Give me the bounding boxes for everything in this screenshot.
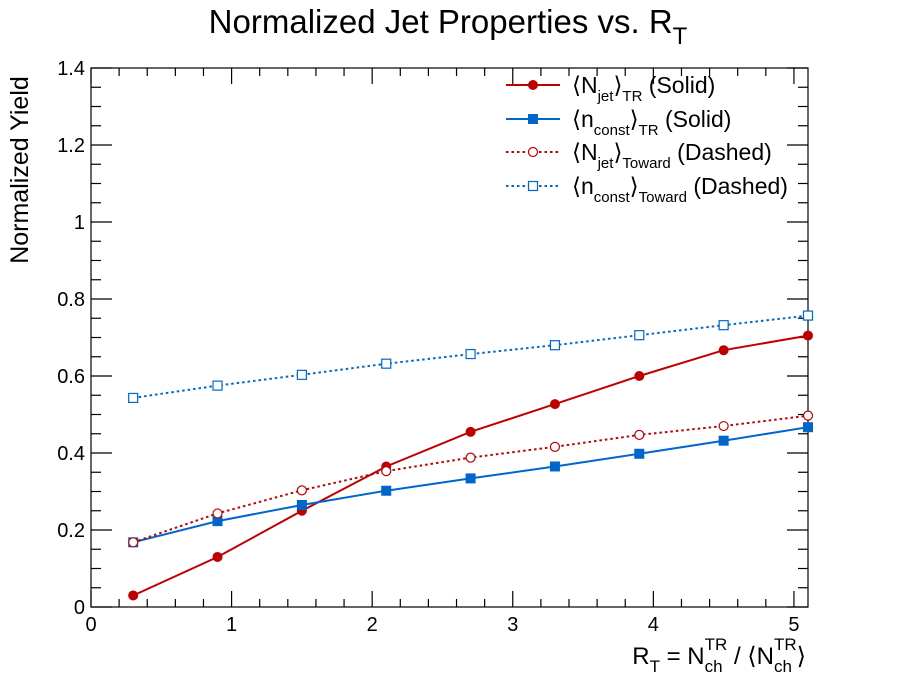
data-point xyxy=(549,441,561,452)
x-tick-label: 4 xyxy=(648,614,659,636)
chart-title: Normalized Jet Properties vs. RT xyxy=(209,3,688,50)
data-point xyxy=(803,422,813,433)
data-point xyxy=(212,508,223,519)
data-point xyxy=(634,448,645,459)
legend-label: ⟨nconst⟩Toward (Dashed) xyxy=(572,173,788,206)
series-4 xyxy=(128,310,814,404)
data-point xyxy=(802,310,814,321)
data-point xyxy=(128,590,139,601)
data-point xyxy=(465,473,476,484)
data-point xyxy=(803,330,813,341)
y-tick-label: 1 xyxy=(74,212,85,234)
series-3 xyxy=(128,410,814,548)
data-point xyxy=(381,465,392,477)
data-point xyxy=(718,420,729,432)
legend-marker xyxy=(528,80,538,90)
legend-marker xyxy=(527,180,539,192)
x-tick-label: 0 xyxy=(85,614,96,636)
y-tick-label: 0.8 xyxy=(57,289,85,311)
plot-series xyxy=(128,310,814,601)
chart-title-subscript: T xyxy=(673,23,688,50)
data-point xyxy=(128,392,139,404)
data-point xyxy=(212,551,223,562)
data-point xyxy=(212,380,223,391)
data-point xyxy=(634,371,645,381)
legend: ⟨Njet⟩TR (Solid)⟨nconst⟩TR (Solid)⟨Njet⟩… xyxy=(506,72,788,206)
data-point xyxy=(802,410,814,421)
y-tick-label: 0.6 xyxy=(57,366,85,388)
x-tick-label: 1 xyxy=(226,614,237,636)
legend-entry-3: ⟨Njet⟩Toward (Dashed) xyxy=(506,139,772,172)
data-point xyxy=(296,499,307,510)
legend-entry-2: ⟨nconst⟩TR (Solid) xyxy=(506,106,731,139)
y-tick-label: 1.4 xyxy=(57,58,85,80)
data-point xyxy=(634,429,645,441)
data-point xyxy=(718,345,729,356)
legend-marker xyxy=(528,114,538,124)
data-point xyxy=(381,485,392,496)
y-tick-label: 0.4 xyxy=(57,443,85,465)
y-tick-label: 0 xyxy=(74,597,85,619)
y-axis-label: Normalized Yield xyxy=(6,76,34,264)
axes: 0 0.2 0.4 0.6 0.8 1 1.2 1.4 0 1 2 3 4 5 xyxy=(57,58,809,636)
data-point xyxy=(465,348,476,360)
x-axis-label: RT = NchTR / ⟨NchTR⟩ xyxy=(632,635,806,674)
legend-entry-1: ⟨Njet⟩TR (Solid) xyxy=(506,72,715,105)
data-point xyxy=(718,435,729,446)
y-tick-label: 1.2 xyxy=(57,135,85,157)
y-tick-label: 0.2 xyxy=(57,520,85,542)
x-tick-label: 3 xyxy=(507,614,518,636)
data-point xyxy=(465,426,476,437)
data-point xyxy=(549,461,560,472)
data-point xyxy=(128,537,139,548)
data-point xyxy=(296,369,307,380)
data-point xyxy=(549,340,561,351)
data-point xyxy=(549,399,560,410)
legend-label: ⟨Njet⟩TR (Solid) xyxy=(572,72,715,105)
legend-marker xyxy=(527,146,539,158)
x-tick-label: 5 xyxy=(788,614,799,636)
data-point xyxy=(634,330,645,341)
legend-entry-4: ⟨nconst⟩Toward (Dashed) xyxy=(506,173,788,206)
data-point xyxy=(381,358,392,369)
data-point xyxy=(718,320,729,331)
legend-label: ⟨nconst⟩TR (Solid) xyxy=(572,106,731,139)
data-point xyxy=(296,485,307,496)
data-point xyxy=(465,452,476,463)
x-tick-label: 2 xyxy=(367,614,378,636)
series-1 xyxy=(128,330,813,601)
series-line xyxy=(133,314,809,399)
legend-label: ⟨Njet⟩Toward (Dashed) xyxy=(572,139,772,172)
